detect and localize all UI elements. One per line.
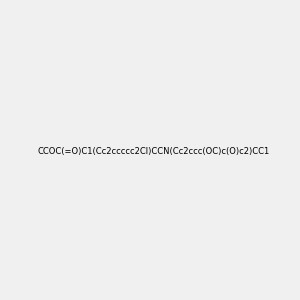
Text: CCOC(=O)C1(Cc2ccccc2Cl)CCN(Cc2ccc(OC)c(O)c2)CC1: CCOC(=O)C1(Cc2ccccc2Cl)CCN(Cc2ccc(OC)c(O… xyxy=(38,147,270,156)
